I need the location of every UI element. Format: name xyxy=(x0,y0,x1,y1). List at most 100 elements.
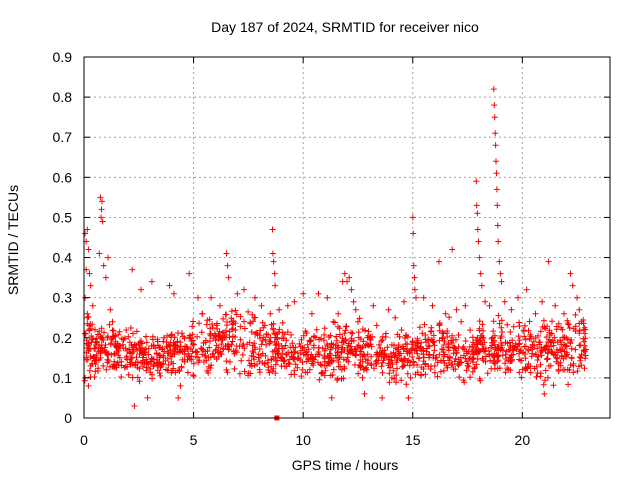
data-point xyxy=(165,362,172,368)
data-point xyxy=(536,341,543,348)
data-point xyxy=(462,302,469,309)
data-point xyxy=(280,335,287,342)
data-point xyxy=(496,320,503,327)
data-point xyxy=(451,345,458,352)
data-point xyxy=(439,335,446,342)
data-point xyxy=(477,270,484,277)
data-point xyxy=(326,354,332,361)
data-point xyxy=(114,346,121,352)
data-point xyxy=(362,342,369,349)
data-point xyxy=(421,321,428,328)
data-point xyxy=(171,343,178,350)
data-point xyxy=(518,374,525,381)
data-point xyxy=(430,338,437,345)
data-point xyxy=(543,356,550,363)
data-point xyxy=(490,328,497,335)
data-point xyxy=(522,364,529,371)
data-point xyxy=(109,333,116,340)
data-point xyxy=(326,350,333,357)
data-point xyxy=(249,348,256,355)
data-point xyxy=(502,369,509,376)
data-point xyxy=(493,170,500,177)
data-point xyxy=(506,354,513,361)
data-point xyxy=(479,333,485,339)
data-point xyxy=(487,357,494,364)
y-tick-label: 0.2 xyxy=(53,330,73,346)
data-point xyxy=(234,290,241,297)
data-point xyxy=(275,350,281,357)
data-point xyxy=(136,378,143,385)
data-point xyxy=(463,367,470,374)
data-point xyxy=(567,362,574,369)
data-point xyxy=(149,333,156,340)
data-point xyxy=(143,367,150,374)
data-point xyxy=(171,351,178,358)
data-point xyxy=(196,320,202,327)
y-axis-label: SRMTID / TECUs xyxy=(5,185,21,295)
data-point xyxy=(136,351,143,357)
data-point xyxy=(186,332,193,339)
data-point xyxy=(465,363,472,370)
data-point xyxy=(105,358,112,364)
data-point xyxy=(503,356,510,362)
data-point xyxy=(308,337,315,344)
data-point xyxy=(164,355,171,362)
data-point xyxy=(102,274,109,281)
data-point xyxy=(276,306,283,313)
data-point xyxy=(553,346,560,353)
y-tick-label: 0.4 xyxy=(53,250,73,266)
data-point xyxy=(367,341,374,348)
data-point xyxy=(378,338,385,345)
data-point xyxy=(219,337,226,344)
data-point xyxy=(398,327,405,333)
data-point xyxy=(467,374,474,381)
data-point xyxy=(333,333,340,340)
data-point xyxy=(321,362,328,369)
data-point xyxy=(263,341,269,348)
data-point xyxy=(321,355,328,362)
data-point xyxy=(541,324,548,331)
data-point xyxy=(395,342,402,348)
data-point xyxy=(106,321,113,328)
data-point xyxy=(410,230,417,237)
data-point xyxy=(223,358,230,365)
data-point xyxy=(124,347,131,354)
data-point xyxy=(538,347,545,354)
data-point xyxy=(107,306,114,313)
data-point xyxy=(86,345,92,352)
data-point xyxy=(503,348,510,355)
data-point xyxy=(458,359,465,366)
data-point xyxy=(343,323,349,330)
data-point xyxy=(357,351,363,358)
data-point xyxy=(157,344,164,351)
data-point xyxy=(427,328,434,335)
data-point xyxy=(355,342,362,349)
data-point xyxy=(268,321,275,328)
data-point xyxy=(95,365,102,372)
data-point xyxy=(85,313,92,320)
data-point xyxy=(97,333,104,340)
data-point xyxy=(572,323,579,330)
data-point xyxy=(488,344,494,351)
data-point xyxy=(506,339,513,346)
data-point xyxy=(559,334,566,341)
data-point xyxy=(516,369,523,376)
data-point xyxy=(527,369,534,376)
data-point xyxy=(557,362,564,369)
data-point xyxy=(357,364,364,371)
data-point xyxy=(184,369,191,376)
data-point xyxy=(145,351,152,358)
data-point xyxy=(439,329,446,336)
data-point xyxy=(474,226,481,233)
data-point xyxy=(410,358,417,365)
data-point xyxy=(359,326,366,333)
data-point xyxy=(380,357,387,364)
data-point xyxy=(555,366,562,373)
data-point xyxy=(430,339,437,346)
data-point xyxy=(482,298,489,305)
data-point xyxy=(411,286,418,293)
data-point xyxy=(482,353,489,360)
data-point xyxy=(413,339,420,346)
data-point xyxy=(409,353,416,360)
data-point xyxy=(335,323,341,330)
